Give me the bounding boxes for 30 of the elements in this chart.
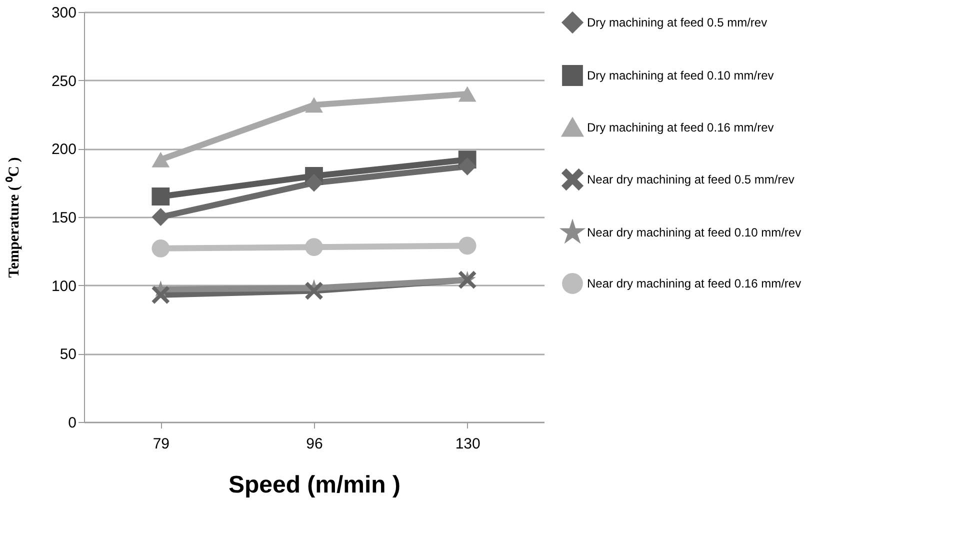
- point: [305, 174, 323, 192]
- legend-label: Near dry machining at feed 0.5 mm/rev: [587, 172, 794, 186]
- y-tick-label: 150: [51, 210, 76, 226]
- point: [305, 97, 323, 113]
- legend-label: Near dry machining at feed 0.16 mm/rev: [587, 276, 802, 290]
- point: [458, 86, 476, 102]
- y-tick-label: 100: [51, 278, 76, 295]
- y-tick-label: 200: [51, 141, 76, 158]
- y-tick-label: 250: [51, 72, 76, 90]
- point: [152, 240, 170, 258]
- point: [458, 236, 476, 255]
- y-tick-label: 50: [60, 346, 76, 364]
- point: [152, 286, 170, 304]
- point: [152, 152, 170, 168]
- legend-label: Dry machining at feed 0.10 mm/rev: [587, 68, 774, 82]
- x-tick-label: 79: [152, 436, 170, 452]
- point: [458, 157, 476, 176]
- point: [152, 188, 170, 206]
- legend-label: Near dry machining at feed 0.10 mm/rev: [587, 226, 802, 240]
- legend-label: Dry machining at feed 0.5 mm/rev: [587, 16, 768, 30]
- y-axis-title: Temperature ( ⁰C ): [4, 157, 22, 278]
- x-axis-title: Speed (m/min ): [228, 472, 401, 498]
- legend-label: Dry machining at feed 0.16 mm/rev: [587, 120, 774, 134]
- point: [305, 238, 323, 256]
- x-tick-label: 96: [306, 436, 323, 452]
- y-tick-label: 300: [51, 4, 76, 22]
- point: [305, 282, 323, 300]
- y-tick-label: 0: [68, 414, 76, 432]
- x-tick-label: 130: [455, 436, 480, 452]
- point: [152, 208, 170, 226]
